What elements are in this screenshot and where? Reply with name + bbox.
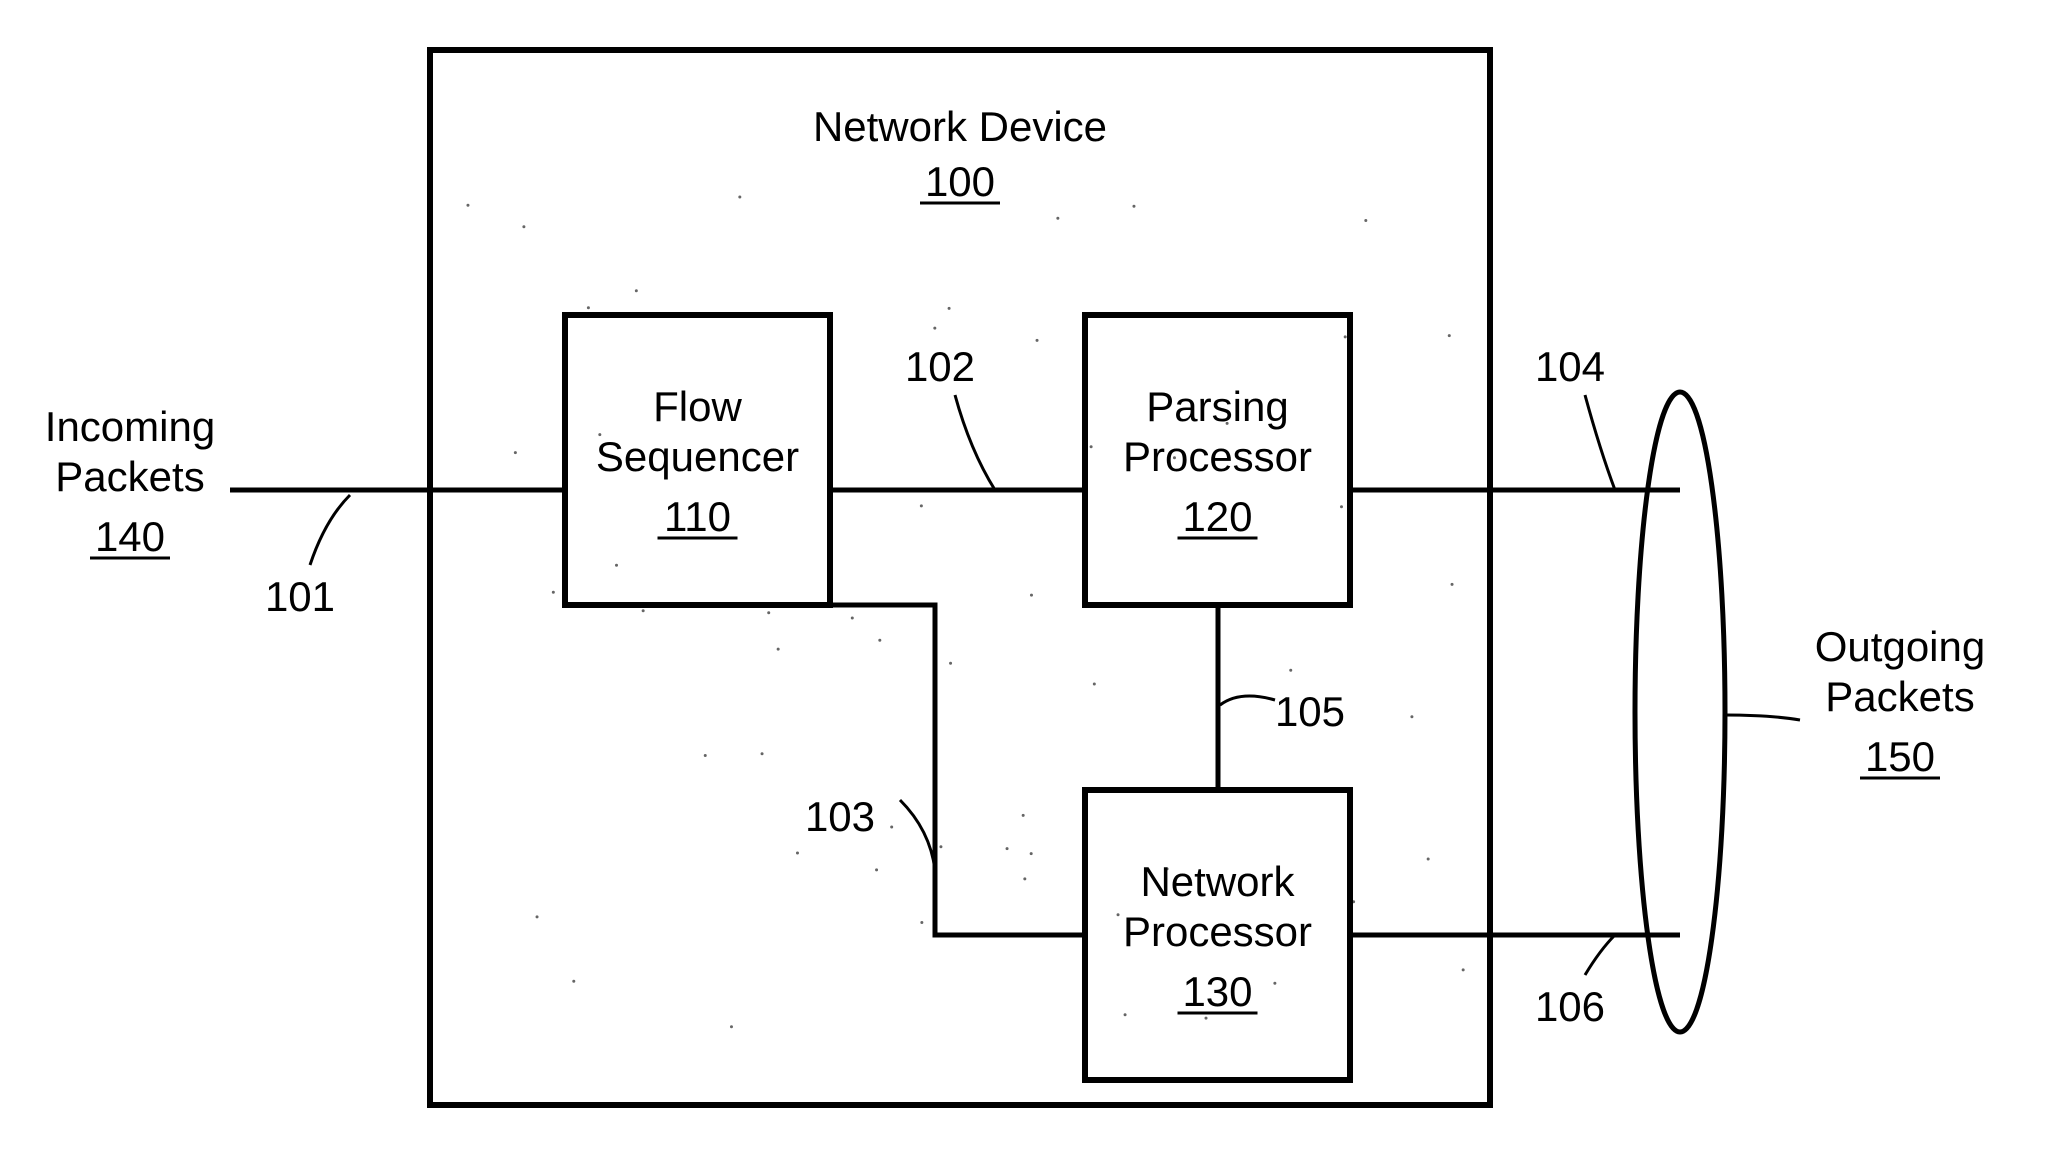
svg-text:Sequencer: Sequencer (596, 433, 799, 480)
svg-text:105: 105 (1275, 688, 1345, 735)
svg-text:130: 130 (1182, 968, 1252, 1015)
svg-text:Packets: Packets (1825, 673, 1974, 720)
svg-text:101: 101 (265, 573, 335, 620)
svg-text:Flow: Flow (653, 383, 742, 430)
svg-text:Packets: Packets (55, 453, 204, 500)
svg-text:150: 150 (1865, 733, 1935, 780)
svg-text:103: 103 (805, 793, 875, 840)
svg-text:120: 120 (1182, 493, 1252, 540)
network-device-title: Network Device (813, 103, 1107, 150)
svg-text:Incoming: Incoming (45, 403, 215, 450)
svg-text:102: 102 (905, 343, 975, 390)
svg-text:Parsing: Parsing (1146, 383, 1288, 430)
svg-text:Processor: Processor (1123, 908, 1312, 955)
svg-text:Network: Network (1140, 858, 1295, 905)
svg-text:110: 110 (664, 493, 731, 540)
svg-text:Processor: Processor (1123, 433, 1312, 480)
svg-text:140: 140 (95, 513, 165, 560)
svg-text:Outgoing: Outgoing (1815, 623, 1985, 670)
svg-text:100: 100 (925, 158, 995, 205)
svg-text:104: 104 (1535, 343, 1605, 390)
svg-text:106: 106 (1535, 983, 1605, 1030)
